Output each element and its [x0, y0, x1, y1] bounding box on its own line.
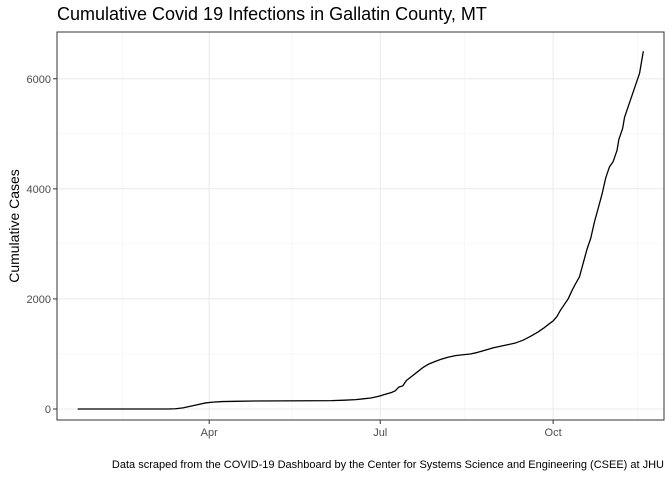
- cumulative-cases-line: [77, 51, 644, 410]
- y-tick-label: 2000: [27, 294, 51, 306]
- plot-panel-border: [56, 31, 665, 421]
- y-axis-title: Cumulative Cases: [6, 169, 22, 283]
- plot-panel-background: [57, 32, 664, 420]
- grid: [57, 32, 664, 420]
- x-tick-label: Apr: [201, 427, 218, 439]
- chart-caption: Data scraped from the COVID-19 Dashboard…: [111, 459, 664, 471]
- y-tick-label: 0: [45, 404, 51, 416]
- y-tick-label: 4000: [27, 184, 51, 196]
- chart-title: Cumulative Covid 19 Infections in Gallat…: [57, 4, 487, 24]
- x-tick-label: Oct: [545, 427, 562, 439]
- axes: 0 2000 4000 6000 Apr Jul Oct: [27, 74, 562, 439]
- x-tick-label: Jul: [373, 427, 387, 439]
- series-layer: [77, 51, 644, 410]
- y-tick-label: 6000: [27, 74, 51, 86]
